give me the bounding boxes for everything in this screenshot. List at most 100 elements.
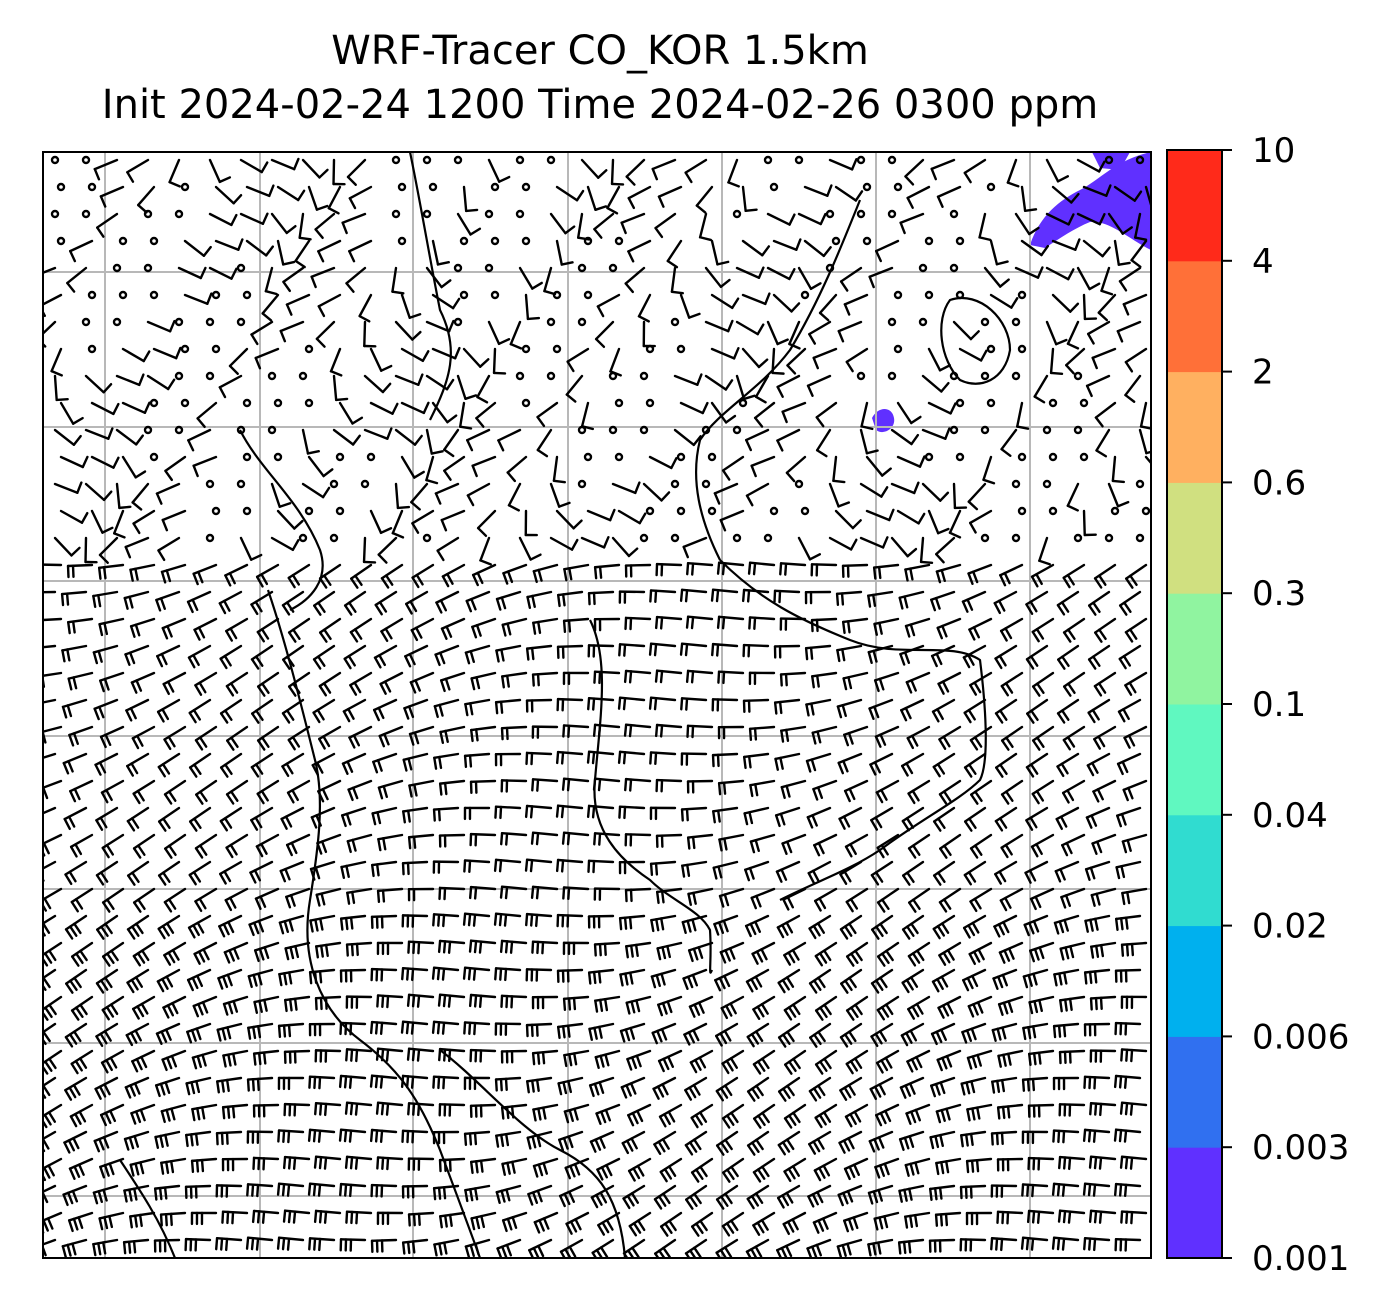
calm-wind-marker: [515, 371, 525, 381]
wind-barb: [637, 293, 652, 323]
wind-barb: [410, 482, 429, 511]
wind-barb: [747, 561, 776, 576]
wind-barb: [339, 914, 367, 931]
wind-barb: [876, 995, 900, 1021]
wind-barb: [808, 968, 832, 994]
wind-barb: [812, 347, 838, 370]
wind-barb: [655, 887, 683, 905]
wind-barb: [715, 1076, 739, 1102]
wind-barb: [283, 995, 311, 1013]
wind-barb: [843, 1211, 869, 1233]
wind-barb: [843, 779, 869, 803]
wind-barb: [655, 778, 683, 793]
wind-barb: [163, 779, 187, 805]
wind-barb: [314, 1101, 342, 1117]
calm-wind-marker: [87, 344, 97, 354]
calm-wind-marker: [335, 506, 345, 516]
colorbar-band-6: [1167, 482, 1222, 594]
calm-wind-marker: [1104, 155, 1114, 165]
wind-barb: [101, 995, 125, 1021]
wind-barb: [842, 671, 869, 691]
wind-barb: [434, 482, 460, 505]
wind-barb: [193, 617, 218, 641]
colorbar: 0.001 0.003 0.006 0.02 0.04 0.1 0.3 0.6 2 4 10: [1166, 131, 1349, 1279]
wind-barb: [717, 670, 745, 685]
calm-wind-marker: [87, 290, 97, 300]
colorbar-band-5: [1167, 593, 1222, 705]
wind-barb: [374, 590, 398, 616]
wind-barb: [610, 158, 625, 186]
wind-barb: [462, 912, 491, 927]
wind-barb: [380, 563, 404, 589]
calm-wind-marker: [236, 317, 246, 327]
wind-barb: [1038, 536, 1051, 566]
wind-barb: [978, 212, 992, 242]
calm-wind-marker: [81, 317, 91, 327]
wind-barb: [226, 725, 249, 751]
wind-barb: [651, 158, 677, 181]
wind-barb: [680, 806, 708, 822]
calm-wind-marker: [56, 182, 66, 192]
wind-barb: [332, 428, 361, 446]
wind-barb: [810, 563, 838, 577]
wind-barb: [750, 887, 776, 910]
wind-barb: [468, 993, 497, 1008]
wind-barb: [310, 806, 336, 829]
wind-barb: [996, 1157, 1024, 1172]
wind-barb: [160, 1157, 187, 1175]
calm-wind-marker: [484, 209, 494, 219]
wind-barb: [890, 428, 920, 446]
wind-barb: [98, 536, 119, 564]
wind-barb: [187, 428, 212, 452]
wind-barb: [195, 779, 218, 805]
wind-barb: [655, 833, 683, 848]
wind-barb: [959, 1184, 987, 1200]
wind-barb: [43, 860, 57, 882]
wind-barb: [101, 887, 125, 913]
wind-barb: [773, 589, 801, 604]
wind-barb: [1030, 563, 1055, 588]
wind-barb: [780, 725, 807, 743]
wind-barb: [92, 590, 119, 609]
wind-barb: [963, 752, 987, 778]
wind-barb: [348, 185, 373, 210]
wind-barb: [839, 914, 863, 940]
wind-barb: [876, 941, 900, 967]
wind-barb: [155, 590, 181, 612]
calm-wind-marker: [81, 155, 91, 165]
calm-wind-marker: [273, 452, 283, 462]
wind-barb: [1117, 698, 1142, 723]
wind-barb: [714, 1022, 739, 1047]
wind-barb: [997, 1049, 1024, 1068]
wind-barb: [963, 806, 987, 832]
wind-barb: [565, 1211, 590, 1235]
calm-wind-marker: [614, 398, 624, 408]
wind-barb: [98, 617, 125, 637]
wind-barb: [277, 1076, 305, 1091]
wind-barb: [64, 1022, 88, 1048]
wind-barb: [433, 1238, 460, 1257]
wind-barb: [370, 1238, 398, 1253]
wind-barb: [928, 1184, 956, 1202]
calm-wind-marker: [980, 371, 990, 381]
wind-barb: [1023, 914, 1049, 937]
calm-wind-marker: [329, 533, 339, 543]
wind-barb: [1121, 833, 1148, 854]
wind-barb: [157, 806, 181, 832]
wind-barb: [281, 698, 305, 724]
wind-barb: [463, 806, 491, 821]
wind-barb: [224, 887, 249, 912]
wind-barb: [937, 995, 962, 1019]
wind-barb: [256, 779, 280, 805]
wind-barb: [132, 509, 156, 535]
calm-wind-marker: [887, 371, 897, 381]
wind-barb: [727, 158, 740, 188]
wind-barb: [525, 698, 553, 713]
wind-barb: [188, 806, 212, 832]
wind-barb: [401, 860, 429, 876]
wind-barb: [558, 1184, 584, 1208]
wind-barb: [531, 940, 559, 955]
wind-barb: [468, 885, 497, 900]
wind-barb: [69, 833, 94, 858]
wind-barb: [751, 941, 776, 965]
